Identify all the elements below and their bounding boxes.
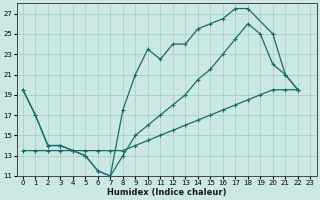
- X-axis label: Humidex (Indice chaleur): Humidex (Indice chaleur): [107, 188, 226, 197]
